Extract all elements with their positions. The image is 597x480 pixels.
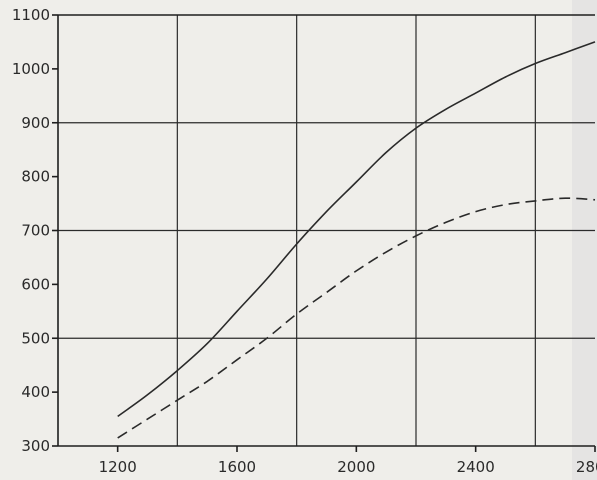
page-edge-bleed: [572, 0, 597, 480]
solid-series-line: [117, 41, 596, 418]
y-tick-label: 500: [21, 329, 50, 347]
tick-labels: 300 400 500 600 700 800 900 1000 1100 1200 1600 200…: [12, 6, 597, 476]
grid: [58, 15, 595, 446]
x-tick-label: 1600: [218, 458, 256, 476]
y-tick-label: 800: [21, 168, 50, 186]
axes: [52, 14, 596, 452]
y-tick-label: 600: [21, 275, 50, 293]
y-tick-label: 300: [21, 437, 50, 455]
x-tick-label: 2000: [337, 458, 375, 476]
series-lines: [117, 41, 596, 439]
x-tick-label: 2800: [576, 458, 597, 476]
x-tick-label: 1200: [99, 458, 137, 476]
y-tick-label: 1000: [12, 60, 50, 78]
x-tick-label: 2400: [457, 458, 495, 476]
y-tick-label: 700: [21, 222, 50, 240]
y-tick-label: 900: [21, 114, 50, 132]
dashed-series-line: [117, 197, 596, 439]
y-tick-label: 1100: [12, 6, 50, 24]
y-tick-label: 400: [21, 383, 50, 401]
